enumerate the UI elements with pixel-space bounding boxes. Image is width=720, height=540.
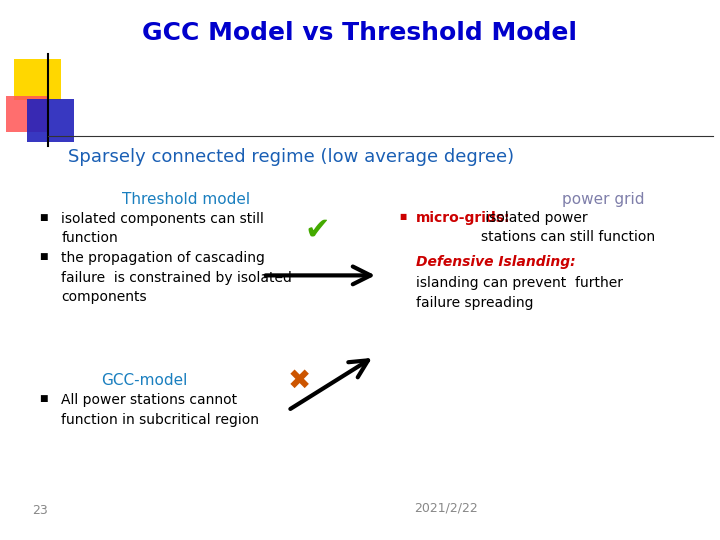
Text: the propagation of cascading
failure  is constrained by isolated
components: the propagation of cascading failure is … bbox=[61, 251, 292, 304]
Text: GCC Model vs Threshold Model: GCC Model vs Threshold Model bbox=[143, 22, 577, 45]
Bar bbox=[6, 96, 49, 132]
Text: ✖: ✖ bbox=[287, 367, 310, 395]
Text: ■: ■ bbox=[400, 212, 407, 221]
Text: ■: ■ bbox=[40, 252, 48, 261]
Text: Defensive Islanding:: Defensive Islanding: bbox=[416, 255, 576, 269]
Text: isolated power
stations can still function: isolated power stations can still functi… bbox=[481, 211, 655, 244]
Text: All power stations cannot
function in subcritical region: All power stations cannot function in su… bbox=[61, 393, 259, 427]
Text: micro-grids:: micro-grids: bbox=[416, 211, 510, 225]
Text: Sparsely connected regime (low average degree): Sparsely connected regime (low average d… bbox=[68, 147, 515, 166]
Text: ■: ■ bbox=[40, 213, 48, 222]
Text: ✔: ✔ bbox=[304, 215, 330, 244]
Bar bbox=[14, 59, 61, 100]
Text: isolated components can still
function: isolated components can still function bbox=[61, 212, 264, 245]
Bar bbox=[27, 99, 74, 142]
Text: Threshold model: Threshold model bbox=[122, 192, 251, 207]
Text: ■: ■ bbox=[40, 394, 48, 403]
Text: GCC-model: GCC-model bbox=[101, 373, 187, 388]
Text: power grid: power grid bbox=[562, 192, 644, 207]
Text: 23: 23 bbox=[32, 504, 48, 517]
Text: 2021/2/22: 2021/2/22 bbox=[414, 501, 478, 514]
Text: islanding can prevent  further
failure spreading: islanding can prevent further failure sp… bbox=[416, 276, 623, 310]
